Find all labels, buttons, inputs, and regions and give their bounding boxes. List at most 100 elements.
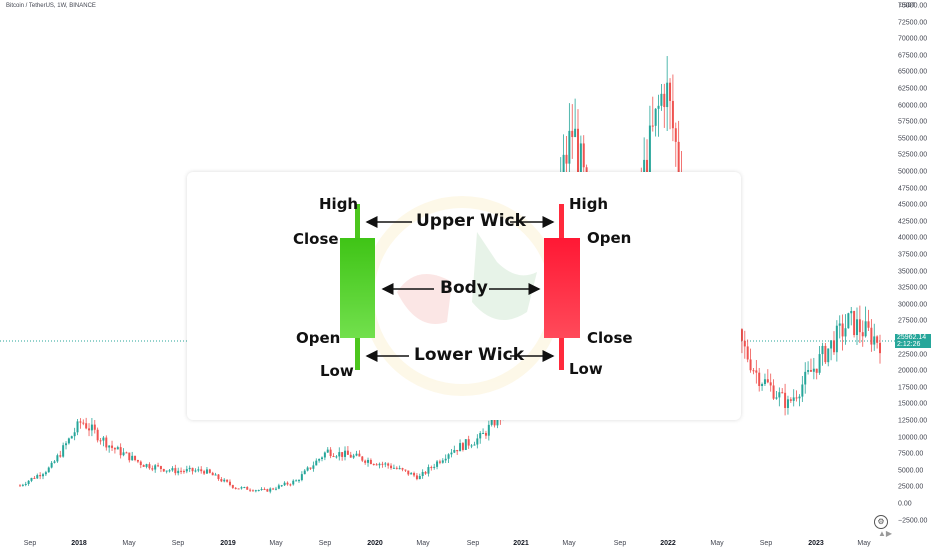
candle-body <box>476 438 479 445</box>
candle-body <box>65 443 68 446</box>
candle-body <box>576 128 579 174</box>
candle-body <box>346 450 349 455</box>
candle-body <box>378 463 381 466</box>
candle-body <box>246 487 249 490</box>
candle-body <box>832 340 835 353</box>
candle-body <box>90 424 93 431</box>
candle-body <box>436 461 439 467</box>
y-tick-label: 65000.00 <box>898 68 928 76</box>
bar-countdown: 2:12:26 <box>897 341 921 348</box>
x-tick-label: 2021 <box>513 540 529 547</box>
candle-body <box>329 449 332 457</box>
candle-body <box>108 445 111 448</box>
candle-body <box>755 370 758 373</box>
candle-body <box>119 447 122 456</box>
candle-body <box>171 468 174 471</box>
candle-body <box>62 445 65 457</box>
candle-body <box>838 323 841 326</box>
candle-body <box>447 454 450 459</box>
lower-wick-label: Lower Wick <box>414 345 525 365</box>
candle-body <box>752 370 755 372</box>
candle-body <box>807 370 810 372</box>
candle-body <box>879 342 881 354</box>
candle-body <box>571 130 574 138</box>
x-tick-label: May <box>269 540 283 547</box>
tradingview-logo-icon[interactable]: ▲▶ <box>878 529 893 538</box>
candle-body <box>44 472 47 475</box>
candle-body <box>280 485 283 487</box>
candle-body <box>361 456 364 461</box>
candle-body <box>286 482 289 485</box>
candle-body <box>274 488 277 490</box>
candle-body <box>338 452 341 457</box>
candle-body <box>824 345 827 363</box>
candle-body <box>369 459 372 464</box>
candle-body <box>798 396 801 399</box>
candle-body <box>154 465 157 470</box>
candle-body <box>850 310 853 314</box>
y-tick-label: 47500.00 <box>898 185 928 193</box>
candle-body <box>772 385 775 399</box>
candle-body <box>157 465 160 467</box>
candle-body <box>441 460 444 463</box>
overlay-title: Candlestick Patterns <box>339 92 537 114</box>
x-tick-label: May <box>710 540 724 547</box>
candle-body <box>344 450 347 457</box>
x-tick-label: 2018 <box>71 540 87 547</box>
candle-body <box>21 484 24 486</box>
y-tick-label: 15000.00 <box>898 400 928 408</box>
symbol-header[interactable]: Bitcoin / TetherUS, 1W, BINANCE <box>6 3 96 9</box>
candle-body <box>128 452 131 461</box>
candle-body <box>493 418 496 426</box>
candle-body <box>96 429 99 441</box>
y-tick-label: 55000.00 <box>898 135 928 143</box>
candle-body <box>835 325 838 353</box>
candle-body <box>804 371 807 385</box>
candle-body <box>309 467 312 469</box>
x-tick-label: May <box>122 540 136 547</box>
candle-body <box>381 463 384 465</box>
candle-body <box>27 480 30 484</box>
candle-body <box>269 488 272 492</box>
candle-body <box>795 397 798 399</box>
x-tick-label: 2020 <box>367 540 383 547</box>
candle-body <box>657 105 660 109</box>
candle-body <box>789 399 792 401</box>
candle-body <box>180 470 183 472</box>
candle-body <box>585 167 588 176</box>
y-tick-label: 52500.00 <box>898 151 928 159</box>
candle-body <box>775 397 778 399</box>
candle-body <box>283 482 286 486</box>
candle-body <box>168 470 171 472</box>
candle-body <box>85 423 88 429</box>
candle-body <box>473 444 476 446</box>
gear-icon[interactable]: ⚙ <box>874 515 888 529</box>
candle-body <box>260 489 263 491</box>
candle-body <box>243 487 246 489</box>
candle-body <box>367 459 370 463</box>
candle-body <box>122 452 125 456</box>
candle-body <box>461 443 464 450</box>
y-tick-label: 7500.00 <box>898 450 924 458</box>
candle-body <box>151 468 154 470</box>
candle-body <box>200 469 203 472</box>
candle-body <box>574 128 577 138</box>
candle-body <box>669 82 672 101</box>
candle-body <box>660 93 663 106</box>
candle-body <box>450 452 453 455</box>
candle-body <box>33 477 36 479</box>
candle-body <box>404 469 407 471</box>
candle-body <box>237 488 240 490</box>
y-tick-label: 75000.00 <box>898 2 928 10</box>
candle-body <box>663 93 666 108</box>
candle-body <box>410 473 413 475</box>
x-tick-label: 2019 <box>220 540 236 547</box>
candle-body <box>24 483 27 485</box>
candle-body <box>876 336 879 343</box>
candle-body <box>430 467 433 469</box>
y-tick-label: 67500.00 <box>898 52 928 60</box>
candle-body <box>855 319 858 336</box>
candle-body <box>853 310 856 336</box>
candle-body <box>263 489 266 491</box>
candle-body <box>321 457 324 459</box>
